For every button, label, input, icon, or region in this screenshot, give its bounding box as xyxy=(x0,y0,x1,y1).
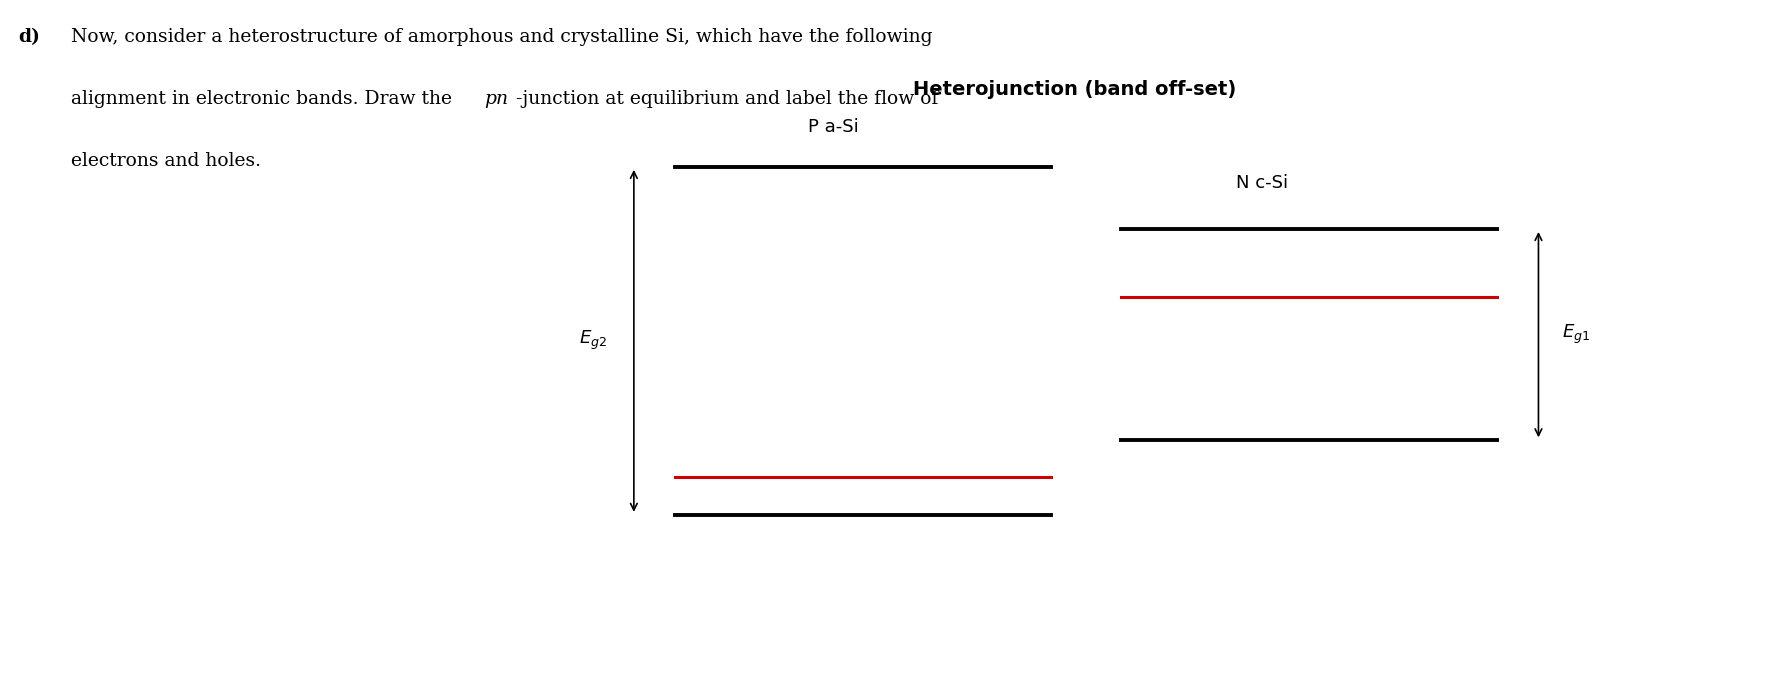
Text: electrons and holes.: electrons and holes. xyxy=(71,152,262,170)
Text: alignment in electronic bands. Draw the: alignment in electronic bands. Draw the xyxy=(71,90,457,108)
Text: Now, consider a heterostructure of amorphous and crystalline Si, which have the : Now, consider a heterostructure of amorp… xyxy=(71,28,933,46)
Text: d): d) xyxy=(18,28,39,46)
Text: pn: pn xyxy=(484,90,509,108)
Text: Heterojunction (band off-set): Heterojunction (band off-set) xyxy=(913,80,1235,99)
Text: N c-Si: N c-Si xyxy=(1237,174,1289,192)
Text: -junction at equilibrium and label the flow of: -junction at equilibrium and label the f… xyxy=(516,90,938,108)
Text: $E_{g1}$: $E_{g1}$ xyxy=(1563,323,1590,346)
Text: P a-Si: P a-Si xyxy=(808,118,860,136)
Text: $E_{g2}$: $E_{g2}$ xyxy=(578,329,607,353)
